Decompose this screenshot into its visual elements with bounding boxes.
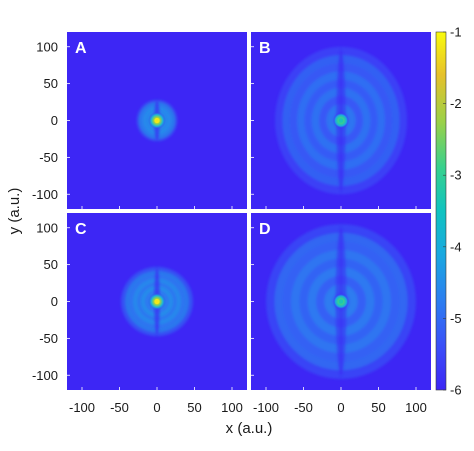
lobe-left bbox=[266, 224, 341, 379]
y-tick-label: 0 bbox=[51, 113, 58, 128]
colorbar-tick-label: -1 bbox=[450, 25, 462, 40]
panel-label: D bbox=[259, 221, 271, 238]
y-tick-label: 50 bbox=[44, 257, 58, 272]
colorbar-tick-label: -5 bbox=[450, 311, 462, 326]
x-axis-label: x (a.u.) bbox=[226, 420, 273, 437]
y-tick-label: 100 bbox=[36, 220, 58, 235]
lobe-right bbox=[341, 46, 408, 195]
x-tick-label: 50 bbox=[187, 400, 201, 415]
colorbar-tick-label: -2 bbox=[450, 96, 462, 111]
colorbar-tick-label: -4 bbox=[450, 239, 462, 254]
panel-c: C bbox=[67, 213, 247, 390]
x-tick-label: -100 bbox=[253, 400, 279, 415]
y-tick-label: 50 bbox=[44, 76, 58, 91]
colorbar-tick-label: -6 bbox=[450, 383, 462, 398]
lobe-right bbox=[341, 224, 416, 379]
y-tick-label: -100 bbox=[32, 187, 58, 202]
panel-label: A bbox=[75, 40, 87, 57]
x-tick-label: 0 bbox=[153, 400, 160, 415]
panel-label: C bbox=[75, 221, 87, 238]
y-tick-label: -100 bbox=[32, 368, 58, 383]
y-axis-label: y (a.u.) bbox=[6, 188, 23, 235]
x-tick-label: 100 bbox=[221, 400, 243, 415]
lobe-left bbox=[120, 266, 157, 337]
core-peak bbox=[154, 117, 160, 124]
panel-a: A bbox=[67, 32, 247, 209]
x-tick-label: -50 bbox=[294, 400, 313, 415]
lobe-left bbox=[275, 46, 341, 195]
y-tick-label: 100 bbox=[36, 39, 58, 54]
core-peak bbox=[338, 299, 344, 304]
x-tick-label: 100 bbox=[405, 400, 427, 415]
x-tick-label: 50 bbox=[371, 400, 385, 415]
core-peak bbox=[154, 298, 160, 305]
panel-b: B bbox=[251, 32, 431, 209]
panel-d: D bbox=[251, 213, 431, 390]
x-tick-label: 0 bbox=[337, 400, 344, 415]
y-tick-label: -50 bbox=[39, 150, 58, 165]
panel-label: B bbox=[259, 40, 271, 57]
colorbar-scale bbox=[435, 31, 447, 391]
y-tick-label: 0 bbox=[51, 294, 58, 309]
x-tick-label: -50 bbox=[110, 400, 129, 415]
panel-divider-horizontal bbox=[67, 209, 431, 213]
y-tick-label: -50 bbox=[39, 331, 58, 346]
core-peak bbox=[338, 118, 344, 123]
x-tick-label: -100 bbox=[69, 400, 95, 415]
colorbar-tick-label: -3 bbox=[450, 168, 462, 183]
